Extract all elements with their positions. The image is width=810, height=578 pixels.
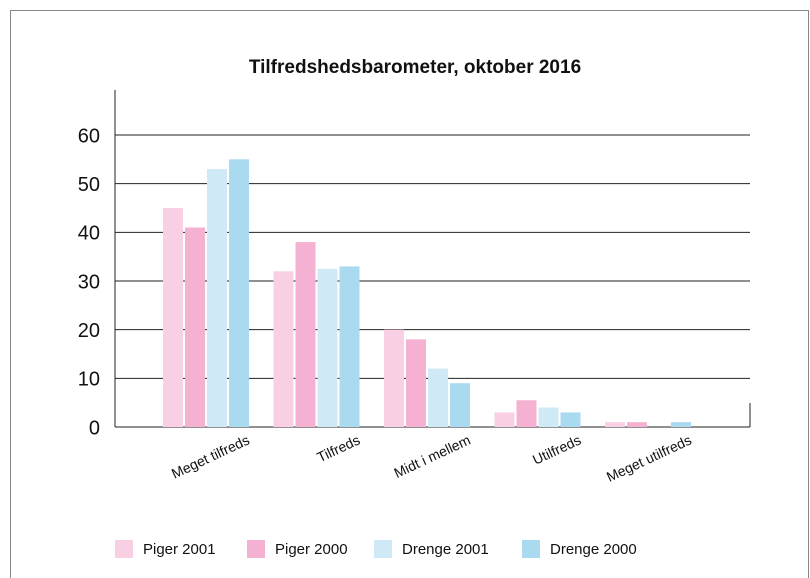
y-tick-label: 10: [78, 369, 100, 391]
bar: [605, 422, 625, 427]
x-tick-label: Meget utilfreds: [604, 432, 694, 485]
bar: [207, 169, 227, 428]
bar: [671, 422, 691, 427]
legend-swatch: [522, 540, 540, 558]
y-tick-label: 0: [89, 417, 100, 439]
bar: [339, 266, 360, 427]
y-tick-label: 40: [78, 223, 100, 245]
bar: [163, 208, 183, 427]
chart-title: Tilfredshedsbarometer, oktober 2016: [249, 57, 581, 78]
bar: [384, 329, 404, 427]
legend-label: Piger 2000: [275, 541, 348, 558]
legend-label: Drenge 2000: [550, 541, 637, 558]
legend-swatch: [247, 540, 265, 558]
x-tick-label: Tilfreds: [314, 432, 362, 466]
y-tick-label: 30: [78, 271, 100, 293]
bar: [229, 159, 249, 428]
bar: [560, 412, 581, 427]
x-tick-label: Utilfreds: [530, 432, 583, 468]
legend-swatch: [115, 540, 133, 558]
legend-label: Drenge 2001: [402, 541, 489, 558]
y-tick-label: 50: [78, 174, 100, 196]
y-tick-label: 60: [78, 125, 100, 147]
bar: [273, 271, 294, 427]
x-tick-label: Meget tilfreds: [169, 432, 252, 482]
bar: [494, 412, 515, 427]
bar: [406, 339, 426, 427]
bar: [428, 368, 448, 427]
y-tick-label: 20: [78, 320, 100, 342]
bar: [317, 268, 338, 427]
bar: [185, 227, 205, 427]
legend-swatch: [374, 540, 392, 558]
x-tick-label: Midt i mellem: [391, 432, 473, 481]
bar: [538, 407, 559, 427]
legend-label: Piger 2001: [143, 541, 216, 558]
frame: [10, 10, 809, 578]
bar: [627, 422, 647, 427]
bar: [295, 242, 316, 427]
bar: [450, 383, 470, 427]
bar: [516, 400, 537, 427]
